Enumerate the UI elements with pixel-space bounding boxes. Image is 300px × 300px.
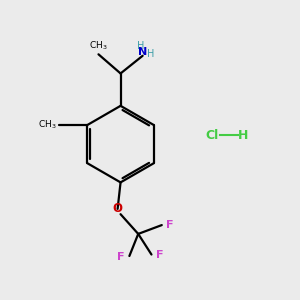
Text: F: F — [156, 250, 164, 260]
Text: F: F — [166, 220, 174, 230]
Text: Cl: Cl — [205, 129, 218, 142]
Text: CH$_3$: CH$_3$ — [89, 39, 108, 52]
Text: H: H — [136, 41, 144, 51]
Text: CH$_3$: CH$_3$ — [38, 119, 56, 131]
Text: H: H — [238, 129, 248, 142]
Text: O: O — [112, 202, 123, 215]
Text: N: N — [138, 47, 147, 57]
Text: F: F — [118, 253, 125, 262]
Text: H: H — [147, 49, 155, 59]
